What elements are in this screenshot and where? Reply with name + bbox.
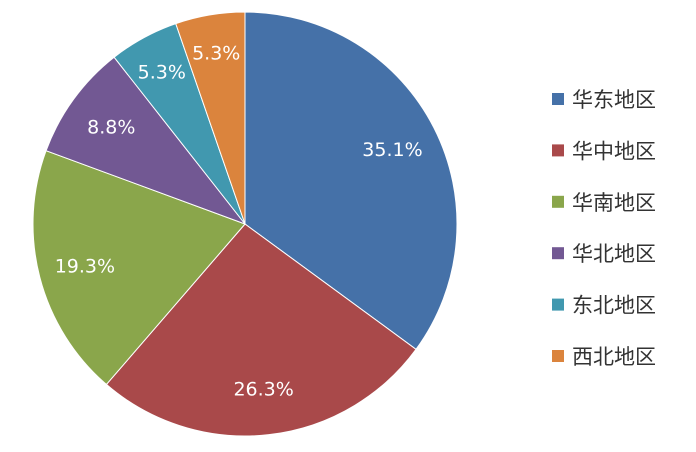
pie-slice-0 xyxy=(244,11,458,351)
data-label: 35.1% xyxy=(362,139,422,161)
legend-swatch xyxy=(552,298,564,311)
legend-swatch xyxy=(552,93,564,105)
legend-label: 西北地区 xyxy=(572,345,656,369)
legend-swatch xyxy=(552,195,564,208)
legend-label: 华中地区 xyxy=(572,139,656,163)
data-labels: 35.1% 26.3% 19.3% 8.8% 5.3% 5.3% xyxy=(55,43,423,401)
pie-slice-3 xyxy=(45,56,247,226)
legend-label: 华东地区 xyxy=(572,88,656,112)
pie-slices xyxy=(32,11,458,437)
legend-swatch xyxy=(552,247,564,260)
legend-swatch xyxy=(552,350,564,362)
data-label: 5.3% xyxy=(192,43,240,65)
pie-slice-1 xyxy=(105,223,417,437)
legend-label: 华南地区 xyxy=(572,191,656,215)
data-label: 5.3% xyxy=(138,61,186,83)
pie-slice-2 xyxy=(32,150,246,386)
data-label: 19.3% xyxy=(55,255,115,277)
pie-slice-5 xyxy=(175,11,246,225)
legend-label: 华北地区 xyxy=(572,242,656,266)
data-label: 8.8% xyxy=(87,117,135,139)
legend-swatch xyxy=(552,144,564,157)
data-label: 26.3% xyxy=(233,378,293,400)
legend-label: 东北地区 xyxy=(572,294,656,318)
